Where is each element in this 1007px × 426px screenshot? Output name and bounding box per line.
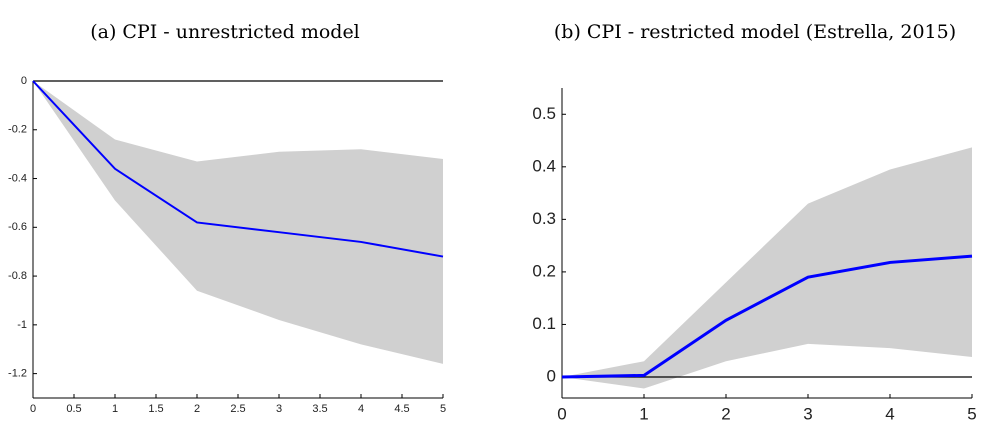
y-tick-label: -1 <box>17 319 27 331</box>
confidence-band <box>33 81 443 364</box>
chart-title: (a) CPI - unrestricted model <box>90 21 360 43</box>
x-tick-label: 4 <box>358 403 364 415</box>
x-tick-label: 5 <box>440 403 446 415</box>
y-tick-label: 0.2 <box>532 261 556 280</box>
x-tick-label: 3.5 <box>312 403 327 415</box>
x-tick-label: 3 <box>276 403 282 415</box>
y-tick-label: 0.4 <box>532 156 556 175</box>
confidence-band <box>562 147 972 389</box>
y-tick-label: 0.3 <box>532 209 556 228</box>
x-tick-label: 5 <box>967 404 976 423</box>
y-tick-label: -0.2 <box>8 124 27 136</box>
x-tick-label: 4.5 <box>394 403 409 415</box>
y-tick-label: 0 <box>21 75 27 87</box>
y-tick-label: -0.4 <box>8 172 27 184</box>
x-tick-label: 0 <box>557 404 566 423</box>
y-tick-label: 0 <box>547 366 556 385</box>
line-series <box>32 80 444 258</box>
x-tick-label: 3 <box>803 404 812 423</box>
chart-title: (b) CPI - restricted model (Estrella, 20… <box>554 21 956 43</box>
x-tick-label: 0 <box>30 403 36 415</box>
x-tick-label: 2 <box>721 404 730 423</box>
x-tick-label: 2 <box>194 403 200 415</box>
y-tick-label: -1.2 <box>8 368 27 380</box>
line-series <box>561 254 973 379</box>
x-tick-label: 0.5 <box>66 403 81 415</box>
y-tick-label: 0.1 <box>532 314 556 333</box>
x-tick-label: 1 <box>639 404 648 423</box>
x-tick-label: 2.5 <box>230 403 245 415</box>
x-tick-label: 1 <box>112 403 118 415</box>
x-tick-label: 4 <box>885 404 894 423</box>
y-tick-label: 0.5 <box>532 104 556 123</box>
x-tick-label: 1.5 <box>148 403 163 415</box>
y-tick-label: -0.8 <box>8 270 27 282</box>
y-tick-label: -0.6 <box>8 221 27 233</box>
